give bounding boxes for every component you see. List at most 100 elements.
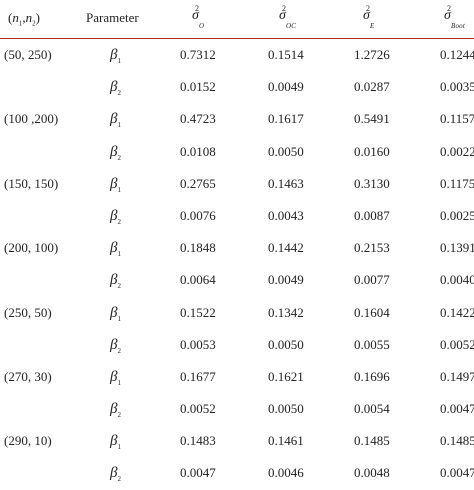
value-cell: 0.1442 <box>268 240 304 256</box>
value-cell: 0.1514 <box>268 47 304 62</box>
value-cell: 0.1391 <box>440 240 474 256</box>
table-row: β2 0.0047 0.0046 0.0048 0.0047 <box>0 457 474 489</box>
value-cell: 0.0047 <box>440 401 474 417</box>
table-row: (100 ,200) β1 0.4723 0.1617 0.5491 0.1157 <box>0 103 474 135</box>
value-cell: 0.1696 <box>354 368 390 384</box>
value-cell: 0.0087 <box>354 207 390 223</box>
value-cell: 0.0052 <box>180 401 216 417</box>
value-cell: 0.0052 <box>440 336 474 352</box>
value-cell: 0.1157 <box>440 111 474 127</box>
value-cell: 0.0040 <box>440 272 474 288</box>
parameter-cell: β1 <box>110 433 121 452</box>
value-cell: 0.2153 <box>354 240 390 256</box>
parameter-cell: β1 <box>110 111 121 130</box>
parameter-cell: β1 <box>110 47 121 65</box>
parameter-cell: β2 <box>110 336 121 355</box>
table-row: (200, 100) β1 0.1848 0.1442 0.2153 0.1391 <box>0 232 474 264</box>
value-cell: 0.0050 <box>268 143 304 159</box>
sample-size-cell: (150, 150) <box>4 175 59 191</box>
value-cell: 0.0050 <box>268 401 304 417</box>
value-cell: 0.0064 <box>180 272 216 288</box>
value-cell: 0.0055 <box>354 336 390 352</box>
value-cell: 0.0287 <box>354 79 390 95</box>
table-row: β2 0.0053 0.0050 0.0055 0.0052 <box>0 329 474 361</box>
value-cell: 0.1617 <box>268 111 304 127</box>
table-row: β2 0.0052 0.0050 0.0054 0.0047 <box>0 393 474 425</box>
parameter-cell: β2 <box>110 272 121 291</box>
value-cell: 0.1244 <box>440 47 474 62</box>
parameter-cell: β2 <box>110 207 121 226</box>
value-cell: 0.0046 <box>268 465 304 481</box>
value-cell: 0.2765 <box>180 175 216 191</box>
parameter-cell: β2 <box>110 401 121 420</box>
table-body: (50, 250) β1 0.7312 0.1514 1.2726 0.1244 β2 0.0… <box>0 39 474 490</box>
parameter-cell: β1 <box>110 368 121 387</box>
value-cell: 0.1422 <box>440 304 474 320</box>
value-cell: 0.0047 <box>440 465 474 481</box>
value-cell: 0.1483 <box>180 433 216 449</box>
value-cell: 0.1848 <box>180 240 216 256</box>
value-cell: 0.0035 <box>440 79 474 95</box>
value-cell: 0.7312 <box>180 47 216 62</box>
value-cell: 0.0152 <box>180 79 216 95</box>
value-cell: 0.1497 <box>440 368 474 384</box>
table-row: (250, 50) β1 0.1522 0.1342 0.1604 0.1422 <box>0 297 474 329</box>
value-cell: 0.0022 <box>440 143 474 159</box>
parameter-cell: β1 <box>110 304 121 323</box>
table-row: β2 0.0108 0.0050 0.0160 0.0022 <box>0 136 474 168</box>
value-cell: 0.0049 <box>268 272 304 288</box>
value-cell: 0.1485 <box>440 433 474 449</box>
value-cell: 1.2726 <box>354 47 390 62</box>
sample-size-cell: (250, 50) <box>4 304 52 320</box>
parameter-cell: β2 <box>110 79 121 98</box>
parameter-cell: β1 <box>110 175 121 194</box>
sigma-boot-header: σ 2 Boot <box>444 4 466 30</box>
table-row: (270, 30) β1 0.1677 0.1621 0.1696 0.1497 <box>0 361 474 393</box>
value-cell: 0.1522 <box>180 304 216 320</box>
parameter-header: Parameter <box>86 10 139 25</box>
value-cell: 0.0054 <box>354 401 390 417</box>
sample-size-cell: (200, 100) <box>4 240 59 256</box>
value-cell: 0.4723 <box>180 111 216 127</box>
value-cell: 0.0049 <box>268 79 304 95</box>
value-cell: 0.1485 <box>354 433 390 449</box>
parameter-cell: β2 <box>110 143 121 162</box>
value-cell: 0.1461 <box>268 433 304 449</box>
value-cell: 0.0050 <box>268 336 304 352</box>
value-cell: 0.0108 <box>180 143 216 159</box>
sample-size-cell: (290, 10) <box>4 433 52 449</box>
value-cell: 0.1677 <box>180 368 216 384</box>
parameter-cell: β2 <box>110 465 121 484</box>
sample-size-cell: (100 ,200) <box>4 111 59 127</box>
table-row: (150, 150) β1 0.2765 0.1463 0.3130 0.1175 <box>0 168 474 200</box>
table-row: β2 0.0076 0.0043 0.0087 0.0025 <box>0 200 474 232</box>
value-cell: 0.0048 <box>354 465 390 481</box>
value-cell: 0.0047 <box>180 465 216 481</box>
value-cell: 0.0077 <box>354 272 390 288</box>
table-row: β2 0.0152 0.0049 0.0287 0.0035 <box>0 71 474 103</box>
value-cell: 0.1621 <box>268 368 304 384</box>
value-cell: 0.1604 <box>354 304 390 320</box>
value-cell: 0.0025 <box>440 207 474 223</box>
value-cell: 0.0076 <box>180 207 216 223</box>
value-cell: 0.5491 <box>354 111 390 127</box>
parameter-cell: β1 <box>110 240 121 259</box>
value-cell: 0.0043 <box>268 207 304 223</box>
value-cell: 0.1342 <box>268 304 304 320</box>
value-cell: 0.0160 <box>354 143 390 159</box>
table-row: (50, 250) β1 0.7312 0.1514 1.2726 0.1244 <box>0 39 474 71</box>
sample-size-cell: (270, 30) <box>4 368 52 384</box>
table-row: β2 0.0064 0.0049 0.0077 0.0040 <box>0 264 474 296</box>
sample-size-header: (n1,n2) <box>8 10 40 28</box>
value-cell: 0.1463 <box>268 175 304 191</box>
table-row: (290, 10) β1 0.1483 0.1461 0.1485 0.1485 <box>0 425 474 457</box>
value-cell: 0.1175 <box>440 175 474 191</box>
sigma-oc-header: σ 2 OC <box>279 4 297 30</box>
sample-size-cell: (50, 250) <box>4 47 52 62</box>
value-cell: 0.0053 <box>180 336 216 352</box>
value-cell: 0.3130 <box>354 175 390 191</box>
